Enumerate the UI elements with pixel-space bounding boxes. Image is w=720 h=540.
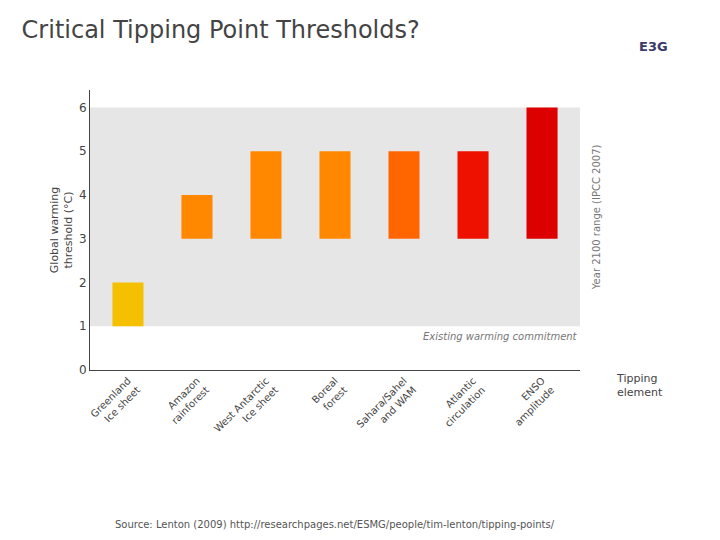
svg-text:3: 3 — [79, 232, 87, 246]
svg-text:5: 5 — [79, 144, 87, 158]
svg-text:ENSOamplitude: ENSOamplitude — [503, 375, 556, 428]
svg-text:Existing warming commitment: Existing warming commitment — [423, 331, 578, 342]
svg-text:4: 4 — [79, 188, 87, 202]
svg-text:Atlanticcirculation: Atlanticcirculation — [433, 375, 487, 429]
svg-text:Global warmingthreshold (°C): Global warmingthreshold (°C) — [48, 187, 75, 273]
svg-text:West AntarcticIce sheet: West AntarcticIce sheet — [212, 375, 280, 443]
svg-text:Source: Lenton (2009) http://r: Source: Lenton (2009) http://researchpag… — [115, 519, 555, 530]
svg-text:E3G: E3G — [639, 39, 668, 54]
svg-text:Amazonrainforest: Amazonrainforest — [160, 375, 211, 426]
svg-text:Sahara/Saheland WAM: Sahara/Saheland WAM — [354, 375, 418, 439]
svg-text:Tippingelement: Tippingelement — [616, 372, 663, 399]
svg-text:1: 1 — [79, 319, 87, 333]
svg-text:Borealforest: Borealforest — [310, 375, 350, 415]
svg-text:Year 2100 range (IPCC 2007): Year 2100 range (IPCC 2007) — [591, 144, 602, 290]
svg-text:0: 0 — [79, 363, 87, 377]
svg-text:GreenlandIce sheet: GreenlandIce sheet — [88, 375, 142, 429]
svg-text:2: 2 — [79, 276, 87, 290]
svg-text:6: 6 — [79, 101, 87, 115]
svg-text:Critical Tipping Point Thresho: Critical Tipping Point Thresholds? — [22, 16, 420, 44]
